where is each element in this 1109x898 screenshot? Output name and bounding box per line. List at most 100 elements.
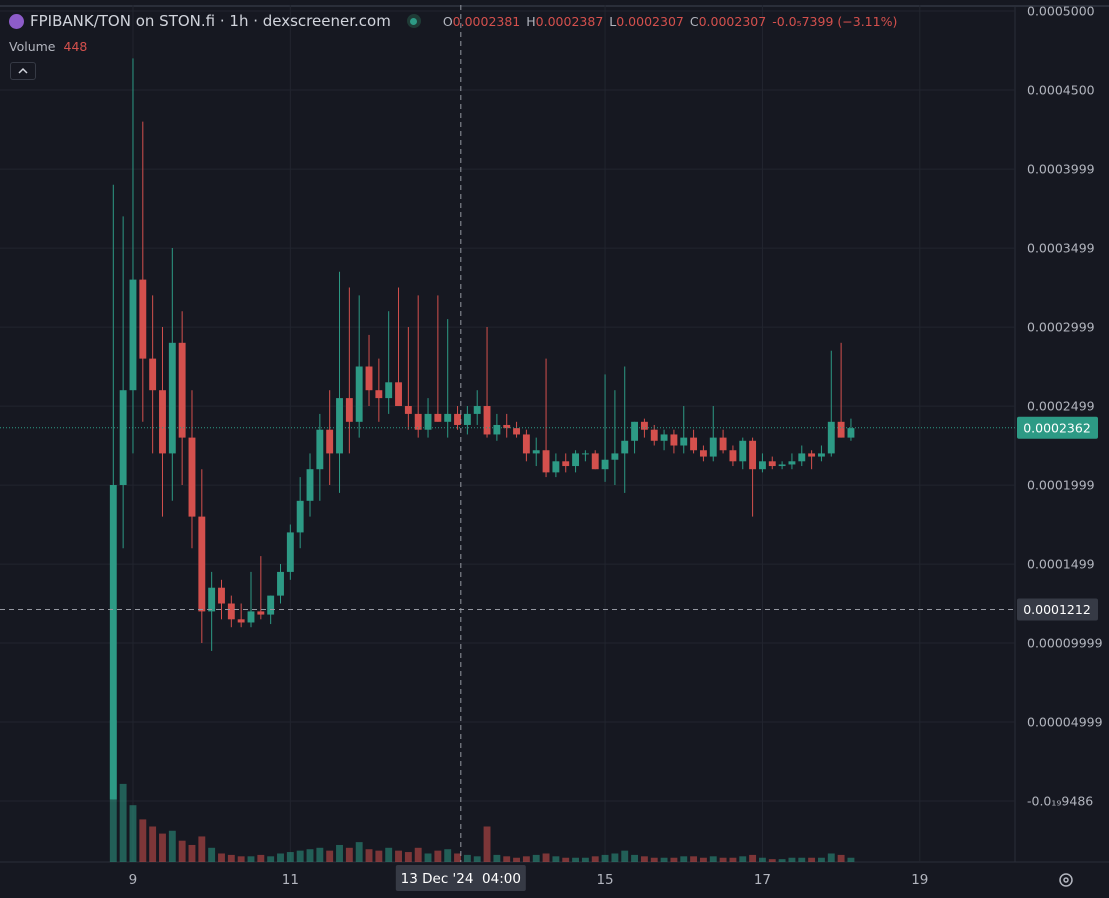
volume-bar: [168, 830, 176, 862]
candle-body: [709, 437, 717, 457]
y-tick-label: 0.00009999: [1027, 636, 1103, 651]
candle-body: [237, 619, 245, 623]
volume-bar: [699, 857, 707, 862]
volume-bar: [650, 857, 658, 862]
volume-bar: [444, 849, 452, 862]
candle-body: [149, 358, 157, 391]
candle-body: [749, 440, 757, 470]
volume-bar: [434, 850, 442, 862]
y-tick-label: 0.0002999: [1027, 320, 1095, 335]
candle-body: [650, 429, 658, 441]
candle-body: [670, 434, 678, 446]
volume-bar: [601, 854, 609, 862]
volume-bar: [542, 853, 550, 862]
candle-body: [690, 437, 698, 451]
volume-bar: [758, 857, 766, 862]
volume-bar: [129, 805, 137, 862]
collapse-button[interactable]: [10, 62, 36, 80]
volume-bar: [591, 856, 599, 862]
candle-body: [129, 279, 137, 391]
volume-bar: [385, 847, 393, 862]
candle-body: [680, 437, 688, 446]
candle-body: [139, 279, 147, 359]
crosshair-price-label: 0.0001212: [1023, 602, 1091, 617]
volume-bar: [139, 819, 147, 862]
candle-body: [532, 450, 540, 454]
volume-bar: [277, 853, 284, 862]
ohlc-value: 0.0002381: [452, 13, 521, 29]
candle-body: [739, 440, 747, 462]
candle-body: [631, 421, 639, 441]
volume-bar: [218, 853, 225, 862]
volume-bar: [611, 853, 619, 862]
header: FPIBANK/TON on STON.fi · 1h · dexscreene…: [9, 12, 897, 30]
ohlc-key: O: [442, 13, 453, 29]
candle-body: [847, 428, 855, 438]
volume-bar: [513, 857, 520, 862]
volume-bar: [837, 854, 845, 862]
volume-bar: [562, 857, 570, 862]
volume-bar: [660, 857, 668, 862]
y-tick-label: 0.0003999: [1027, 162, 1095, 177]
candle-body: [817, 453, 825, 457]
change: -0.0₅7399 (−3.11%): [772, 13, 898, 29]
candle-body: [218, 587, 225, 604]
candle-body: [837, 421, 845, 438]
candle-body: [660, 434, 668, 441]
ohlc-key: C: [689, 13, 699, 29]
candle-body: [552, 461, 560, 473]
last-price-label: 0.0002362: [1023, 420, 1091, 435]
ohlc-key: H: [526, 13, 536, 29]
crosshair-price-box: [1017, 598, 1098, 621]
volume-bar: [493, 854, 501, 862]
x-tick-label: 9: [129, 872, 138, 888]
candle-body: [778, 464, 786, 467]
chart-title: FPIBANK/TON on STON.fi · 1h · dexscreene…: [30, 12, 391, 30]
candle-body: [424, 413, 432, 430]
volume-bar: [473, 856, 481, 862]
candle-body: [454, 413, 461, 425]
candle-body: [513, 428, 520, 435]
volume-bar: [257, 854, 265, 862]
candle-body: [404, 406, 412, 414]
candle-body: [542, 450, 550, 473]
candle-body: [611, 453, 619, 460]
volume-bar: [227, 854, 235, 862]
volume-bar: [188, 844, 196, 862]
candle-body: [306, 469, 314, 501]
volume-bar: [817, 857, 825, 862]
volume-bar: [355, 842, 363, 862]
token-logo: [9, 13, 24, 29]
y-tick-label: 0.0003499: [1027, 241, 1095, 256]
volume-bar: [503, 856, 511, 862]
volume-bar: [739, 856, 747, 862]
volume-bar: [640, 856, 648, 862]
candle-body: [483, 406, 491, 435]
volume-bar: [208, 847, 216, 862]
volume-bar: [532, 854, 540, 862]
x-tick-label: 11: [282, 872, 299, 888]
candle-body: [581, 453, 589, 455]
volume-bar: [572, 857, 580, 862]
settings-icon[interactable]: [1059, 873, 1073, 887]
volume-bar: [404, 852, 412, 862]
candle-body: [198, 516, 206, 612]
x-tick-label: 15: [596, 872, 613, 888]
volume-bar: [768, 859, 776, 862]
last-price-box: [1017, 416, 1098, 439]
candle-body: [414, 413, 422, 430]
volume-bar: [375, 850, 383, 862]
volume-bar: [552, 856, 560, 862]
x-tick-label: 19: [911, 872, 928, 888]
candle-body: [257, 611, 265, 615]
volume-bar: [680, 856, 688, 862]
candle-body: [808, 453, 816, 457]
candle-body: [336, 398, 343, 454]
candle-body: [208, 587, 216, 612]
y-tick-label: -0.0₁₉9486: [1027, 794, 1093, 809]
crosshair-time-box: [395, 865, 526, 891]
volume-bar: [827, 853, 835, 862]
candle-body: [227, 603, 235, 620]
